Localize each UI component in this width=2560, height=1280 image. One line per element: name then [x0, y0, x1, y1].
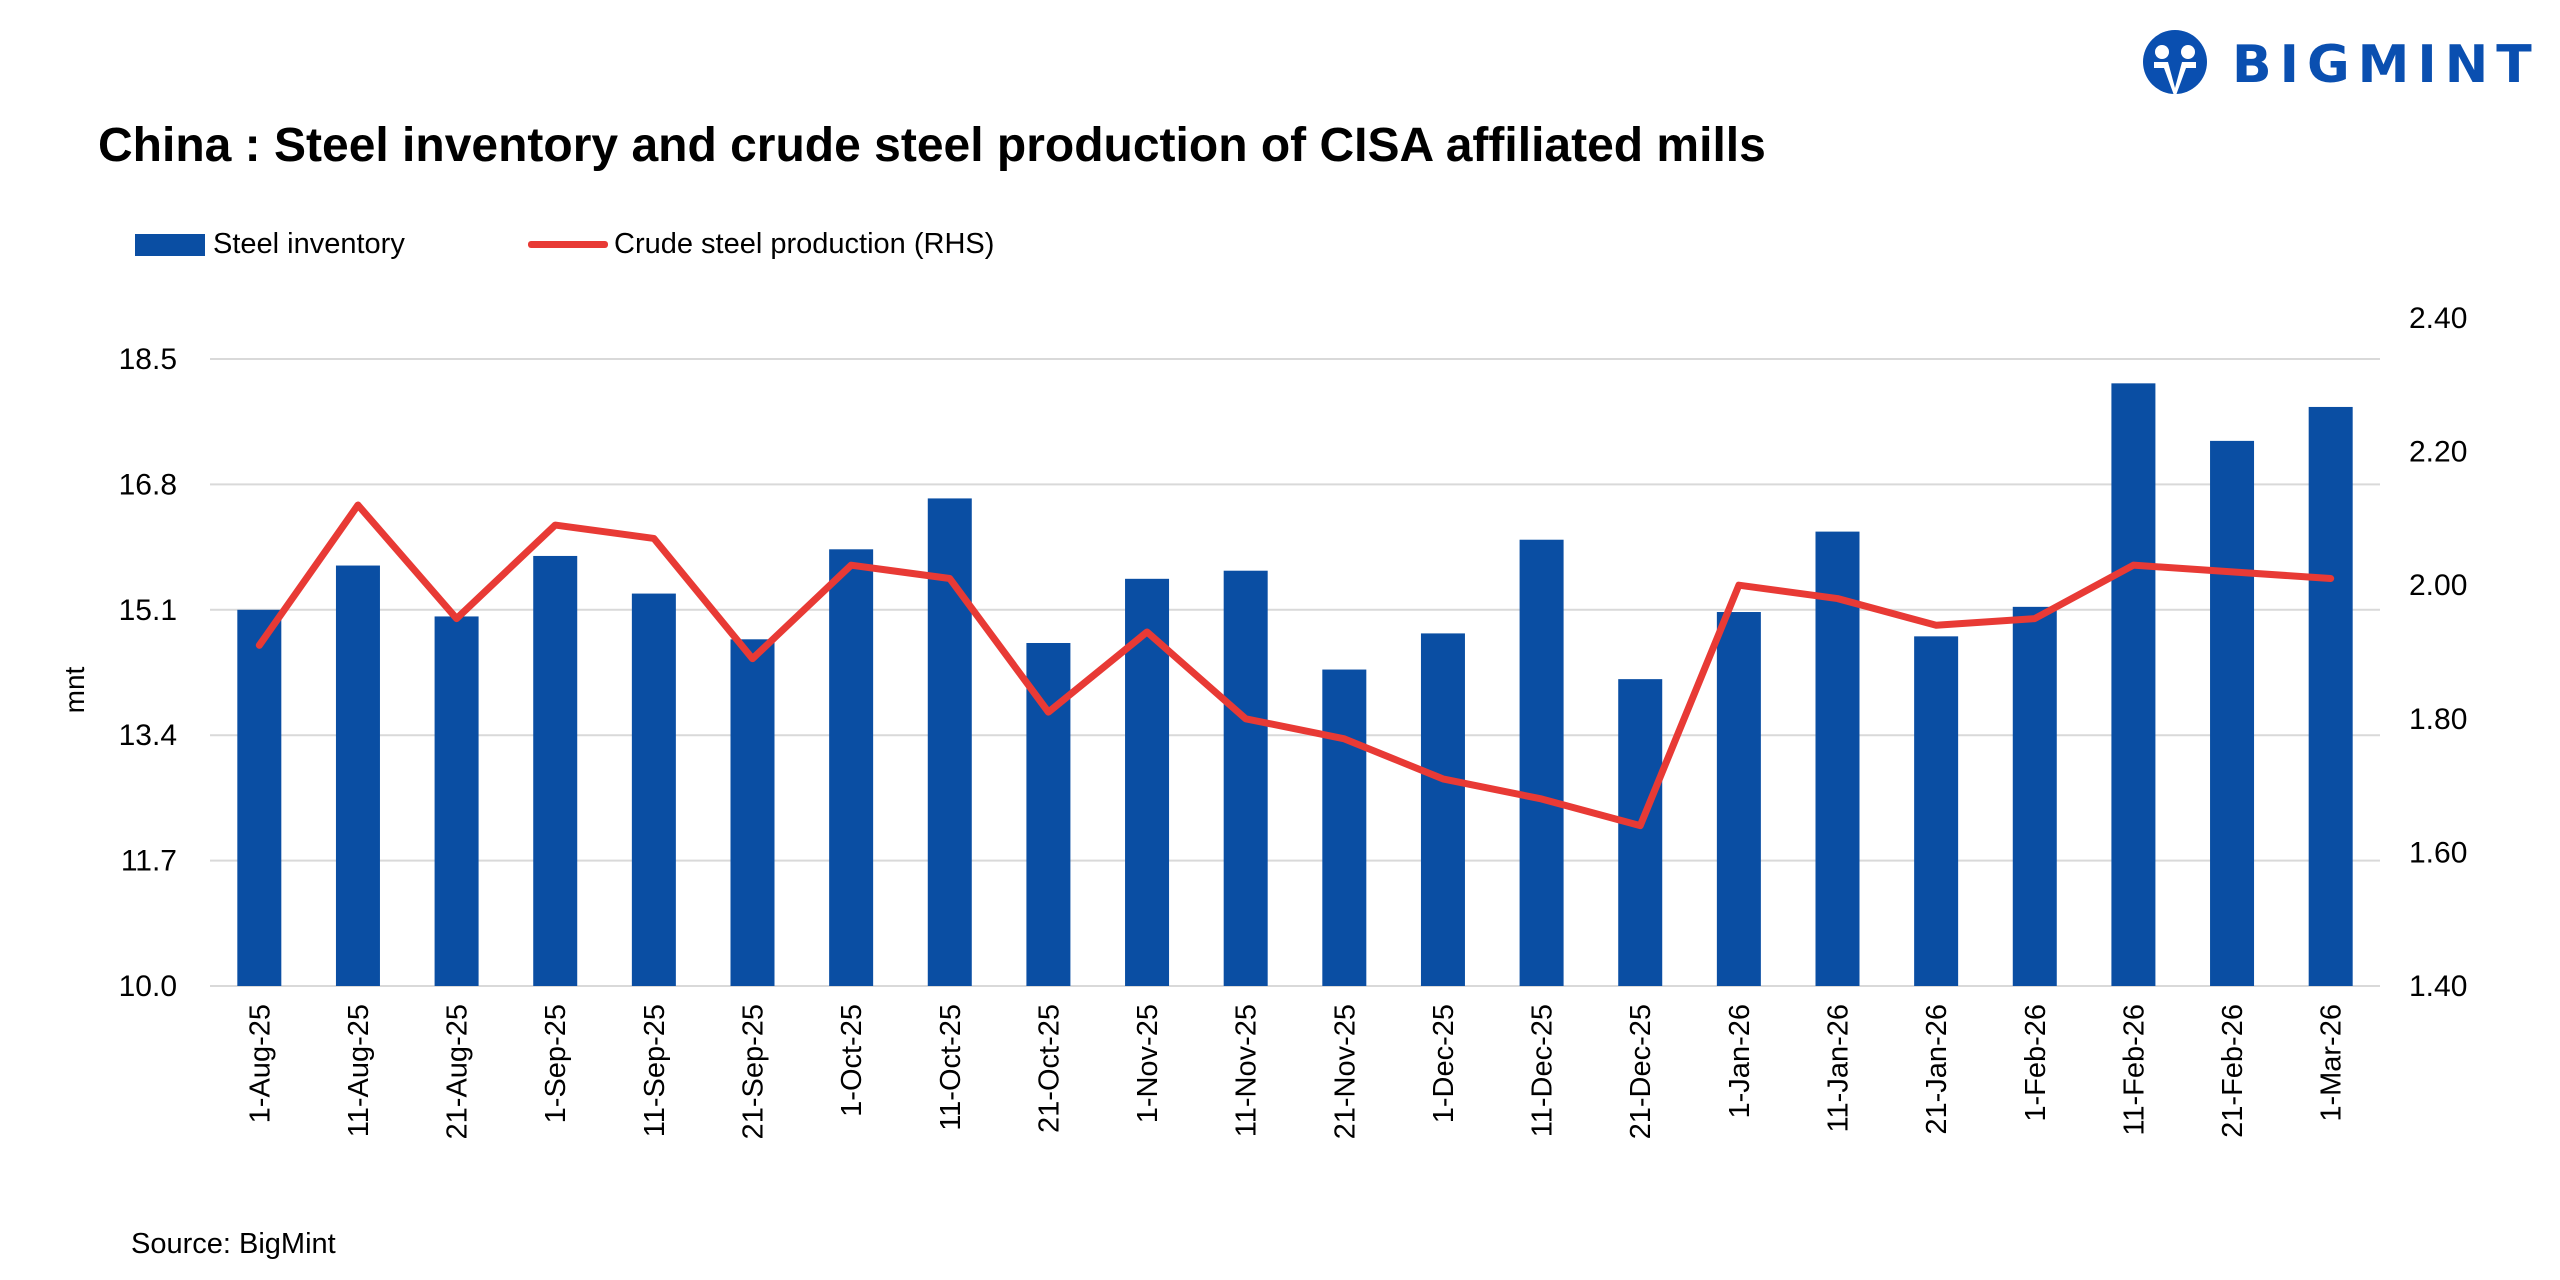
x-tick-label: 11-Nov-25: [1231, 1004, 1263, 1137]
x-tick-label: 11-Aug-25: [343, 1004, 375, 1137]
legend-item-steel-inventory: Steel inventory: [135, 228, 405, 261]
x-tick-label: 1-Mar-26: [2316, 1004, 2348, 1122]
legend-item-crude-steel-production: Crude steel production (RHS): [528, 228, 994, 261]
bar: [730, 639, 775, 986]
bar: [237, 609, 282, 986]
bar: [1815, 531, 1860, 986]
y-tick-label: 13.4: [119, 719, 177, 752]
y-tick-label: 11.7: [121, 845, 177, 878]
x-tick-label: 1-Nov-25: [1132, 1004, 1164, 1123]
bar: [2210, 440, 2255, 987]
x-tick-label: 21-Oct-25: [1033, 1004, 1065, 1133]
bar: [1322, 669, 1367, 986]
x-tick-label: 1-Oct-25: [836, 1004, 868, 1117]
legend-label: Crude steel production (RHS): [614, 228, 995, 260]
logo-text: BIGMINT: [2232, 35, 2540, 95]
bar: [631, 593, 676, 986]
line-series: [255, 501, 2335, 830]
y-tick-label: 16.8: [119, 468, 177, 501]
x-tick-label: 1-Jan-26: [1724, 1004, 1756, 1118]
y2-tick-label: 1.60: [2409, 836, 2467, 869]
bar: [1125, 578, 1170, 986]
x-tick-label: 1-Aug-25: [244, 1004, 276, 1123]
x-tick-label: 11-Jan-26: [1823, 1004, 1855, 1132]
bar: [2111, 383, 2156, 986]
bar: [1519, 539, 1564, 986]
bar: [1618, 679, 1663, 986]
y-tick-label: 10.0: [119, 970, 177, 1003]
legend-swatch-line: [528, 241, 608, 248]
y-axis-label: mnt: [59, 666, 90, 713]
y-tick-label: 18.5: [119, 343, 177, 376]
source-note: Source: BigMint: [131, 1228, 336, 1260]
y2-tick-label: 2.20: [2409, 436, 2467, 469]
y2-tick-label: 1.80: [2409, 703, 2467, 736]
bigmint-logo: BIGMINT: [2138, 28, 2540, 102]
bigmint-logo-icon: [2143, 30, 2207, 98]
bar: [927, 498, 972, 986]
x-tick-label: 11-Oct-25: [935, 1004, 967, 1131]
bar: [2308, 406, 2353, 987]
bar: [1914, 636, 1959, 986]
x-tick-label: 11-Dec-25: [1527, 1004, 1559, 1137]
x-tick-label: 11-Feb-26: [2118, 1004, 2150, 1136]
bar: [1420, 633, 1465, 986]
x-tick-label: 1-Dec-25: [1428, 1004, 1460, 1123]
x-tick-label: 1-Sep-25: [540, 1004, 572, 1123]
y2-tick-label: 1.40: [2409, 970, 2467, 1003]
y2-tick-label: 2.00: [2409, 569, 2467, 602]
x-tick-label: 21-Sep-25: [738, 1004, 770, 1139]
x-tick-label: 11-Sep-25: [639, 1004, 671, 1137]
bar: [1223, 570, 1268, 986]
bar: [533, 555, 578, 986]
bar: [829, 549, 874, 986]
x-tick-label: 21-Aug-25: [442, 1004, 474, 1139]
x-tick-label: 21-Feb-26: [2217, 1004, 2249, 1138]
bar: [1716, 612, 1761, 986]
y-tick-label: 15.1: [119, 594, 177, 627]
bar: [434, 616, 479, 986]
y2-tick-label: 2.40: [2409, 302, 2467, 335]
bar: [335, 565, 380, 986]
legend-label: Steel inventory: [213, 228, 405, 260]
bar: [2012, 606, 2057, 986]
x-tick-label: 21-Dec-25: [1625, 1004, 1657, 1139]
x-tick-label: 21-Jan-26: [1921, 1004, 1953, 1135]
legend-swatch-bar: [135, 233, 205, 256]
x-tick-label: 1-Feb-26: [2020, 1004, 2052, 1122]
x-tick-label: 21-Nov-25: [1329, 1004, 1361, 1139]
chart-title: China : Steel inventory and crude steel …: [98, 119, 1766, 172]
